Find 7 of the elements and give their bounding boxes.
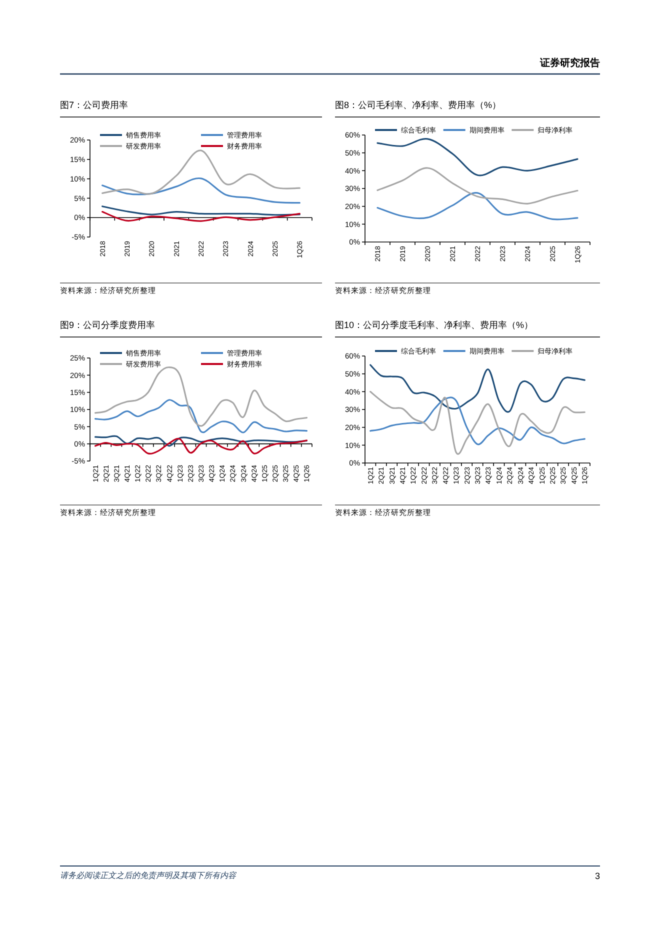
chart-title: 图10：公司分季度毛利率、净利率、费用率（%）	[335, 320, 534, 330]
chart-title: 图7：公司费用率	[60, 100, 128, 110]
chart-title: 图8：公司毛利率、净利率、费用率（%）	[335, 100, 502, 110]
chart-title: 图9：公司分季度费用率	[60, 320, 156, 330]
text: 请务必阅读正文之后的免责声明及其项下所有内容	[60, 871, 237, 880]
text: 3	[594, 871, 600, 881]
text: 证券研究报告	[539, 57, 600, 69]
